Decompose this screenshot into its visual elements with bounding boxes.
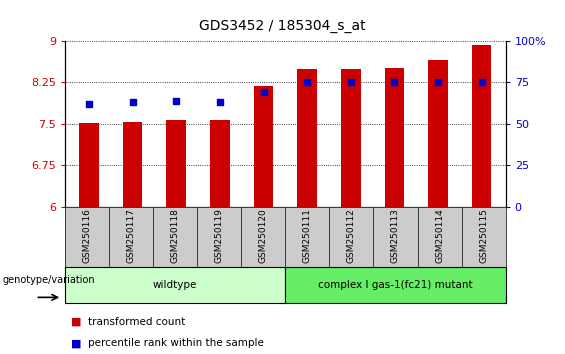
Point	[390, 79, 399, 85]
Bar	[385, 68, 404, 207]
Bar	[428, 60, 448, 207]
Point	[433, 79, 442, 85]
Bar	[297, 69, 317, 207]
Text: GSM250111: GSM250111	[303, 208, 312, 263]
Text: ■: ■	[71, 338, 81, 348]
Text: GSM250116: GSM250116	[82, 208, 92, 263]
Text: GSM250120: GSM250120	[259, 208, 268, 263]
Point	[172, 98, 181, 103]
Bar	[210, 120, 230, 207]
Point	[84, 101, 93, 107]
Text: GSM250112: GSM250112	[347, 208, 356, 263]
Text: complex I gas-1(fc21) mutant: complex I gas-1(fc21) mutant	[318, 280, 473, 290]
Bar	[254, 86, 273, 207]
Text: transformed count: transformed count	[88, 317, 185, 327]
Text: GSM250119: GSM250119	[215, 208, 224, 263]
Bar	[123, 122, 142, 207]
Text: GSM250113: GSM250113	[391, 208, 400, 263]
Text: wildtype: wildtype	[153, 280, 197, 290]
Point	[215, 99, 224, 105]
Point	[128, 99, 137, 105]
Text: GSM250115: GSM250115	[479, 208, 488, 263]
Text: GSM250114: GSM250114	[435, 208, 444, 263]
Text: GSM250117: GSM250117	[127, 208, 136, 263]
Point	[259, 90, 268, 95]
Text: GSM250118: GSM250118	[171, 208, 180, 263]
Point	[346, 79, 355, 85]
Bar	[472, 45, 492, 207]
Point	[303, 79, 312, 85]
Text: ■: ■	[71, 317, 81, 327]
Point	[477, 79, 486, 85]
Bar	[79, 123, 99, 207]
Text: GDS3452 / 185304_s_at: GDS3452 / 185304_s_at	[199, 19, 366, 34]
Bar	[341, 69, 360, 207]
Text: percentile rank within the sample: percentile rank within the sample	[88, 338, 263, 348]
Text: genotype/variation: genotype/variation	[3, 275, 95, 285]
Bar	[167, 120, 186, 207]
